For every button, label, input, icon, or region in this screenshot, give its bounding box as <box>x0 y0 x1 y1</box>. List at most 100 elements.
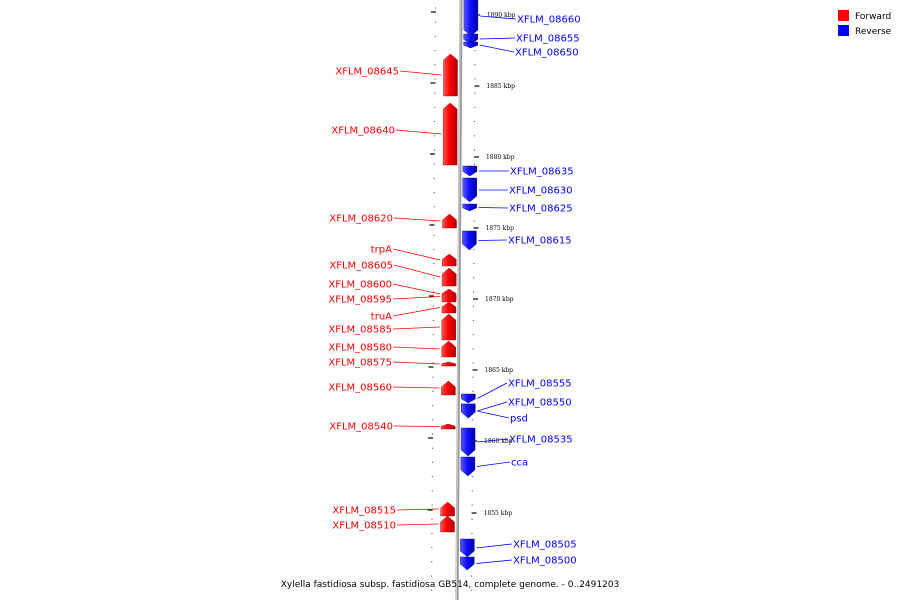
gene-arrow-xflm-08510[interactable] <box>440 515 455 533</box>
gene-label-trpa[interactable]: trpA <box>371 245 392 256</box>
gene-label-xflm-08635[interactable]: XFLM_08635 <box>510 167 574 178</box>
gene-label-xflm-08605[interactable]: XFLM_08605 <box>329 261 393 272</box>
gene-label-xflm-08625[interactable]: XFLM_08625 <box>509 204 573 215</box>
gene-label-xflm-08575[interactable]: XFLM_08575 <box>328 358 392 369</box>
gene-arrow-xflm-08580[interactable] <box>441 340 456 358</box>
leader-line <box>395 129 442 135</box>
gene-labels: XFLM_08660 XFLM_08655 XFLM_08650 XFLM_08645… <box>328 15 580 567</box>
legend: Forward Reverse <box>838 10 892 37</box>
gene-arrow-xflm-08650[interactable] <box>463 41 478 49</box>
scale-label: 1880 kbp <box>486 154 515 161</box>
gene-arrow-xflm-08630[interactable] <box>462 177 477 203</box>
gene-arrow-cca[interactable] <box>460 456 476 477</box>
gene-label-xflm-08515[interactable]: XFLM_08515 <box>332 506 396 517</box>
leader-line <box>392 386 440 389</box>
gene-arrow-xflm-08620[interactable] <box>442 213 457 229</box>
leader-line <box>476 543 513 549</box>
leader-line <box>476 461 511 467</box>
leader-line <box>392 326 440 330</box>
scale-label: 1885 kbp <box>486 83 515 90</box>
gene-arrow-xflm-08595[interactable] <box>441 290 457 303</box>
leader-line <box>392 296 441 300</box>
gene-label-xflm-08580[interactable]: XFLM_08580 <box>328 343 392 354</box>
gene-label-xflm-08505[interactable]: XFLM_08505 <box>513 540 577 551</box>
gene-arrow-xflm-08515[interactable] <box>440 501 455 517</box>
gene-arrow-xflm-08540[interactable] <box>440 423 456 430</box>
leader-line <box>393 217 441 222</box>
leader-line <box>477 382 508 399</box>
gene-arrow-xflm-08615[interactable] <box>462 230 477 251</box>
gene-arrow-xflm-08500[interactable] <box>460 556 475 571</box>
gene-arrow-xflm-08555[interactable] <box>461 393 476 404</box>
legend-reverse-swatch <box>838 25 849 36</box>
scale-label: 1890 kbp <box>487 12 516 19</box>
gene-label-psd[interactable]: psd <box>510 414 528 425</box>
scale-label: 1855 kbp <box>484 510 513 517</box>
scale-label: 1870 kbp <box>485 296 514 303</box>
leader-line <box>478 239 508 241</box>
leader-line <box>479 44 515 53</box>
leader-line <box>392 307 441 317</box>
scale-label: 1860 kbp <box>484 438 513 445</box>
leader-line <box>478 207 509 209</box>
gene-arrow-trpa[interactable] <box>442 253 457 267</box>
gene-label-xflm-08585[interactable]: XFLM_08585 <box>328 325 392 336</box>
gene-label-xflm-08660[interactable]: XFLM_08660 <box>517 15 581 26</box>
gene-features <box>440 0 479 571</box>
scale-label: 1865 kbp <box>485 367 514 374</box>
legend-forward-swatch <box>838 10 849 21</box>
gene-label-xflm-08615[interactable]: XFLM_08615 <box>508 236 572 247</box>
gene-label-xflm-08645[interactable]: XFLM_08645 <box>335 67 399 78</box>
gene-label-xflm-08640[interactable]: XFLM_08640 <box>331 126 395 137</box>
gene-arrow-xflm-08640[interactable] <box>442 102 458 166</box>
gene-arrow-xflm-08605[interactable] <box>441 267 457 287</box>
gene-arrow-xflm-08560[interactable] <box>441 380 456 396</box>
leader-line <box>396 508 439 511</box>
gene-label-xflm-08500[interactable]: XFLM_08500 <box>513 556 577 567</box>
gene-label-xflm-08555[interactable]: XFLM_08555 <box>508 379 572 390</box>
leader-line <box>392 283 441 295</box>
gene-label-trua[interactable]: truA <box>371 312 392 323</box>
leader-line <box>393 264 441 278</box>
gene-label-xflm-08655[interactable]: XFLM_08655 <box>516 34 580 45</box>
leader-line <box>399 70 442 76</box>
scale-marks: 1890 kbp 1885 kbp 1880 kbp 1875 kbp 1870 kbp… <box>427 11 516 517</box>
gene-arrow-xflm-08505[interactable] <box>460 538 475 558</box>
leader-line <box>393 425 440 427</box>
gene-label-xflm-08630[interactable]: XFLM_08630 <box>509 186 573 197</box>
gene-arrow-xflm-08625[interactable] <box>462 203 477 212</box>
genome-backbone <box>455 0 463 600</box>
gene-arrow-xflm-08575[interactable] <box>441 361 456 367</box>
leader-line <box>477 438 509 443</box>
gene-arrow-psd[interactable] <box>461 403 476 419</box>
gene-label-xflm-08550[interactable]: XFLM_08550 <box>508 398 572 409</box>
gene-label-xflm-08510[interactable]: XFLM_08510 <box>332 521 396 532</box>
gene-arrow-xflm-08660[interactable] <box>463 0 479 37</box>
gene-label-xflm-08560[interactable]: XFLM_08560 <box>328 383 392 394</box>
gene-arrow-xflm-08655[interactable] <box>463 33 478 45</box>
gene-label-xflm-08600[interactable]: XFLM_08600 <box>328 280 392 291</box>
leader-line <box>396 523 439 526</box>
gene-arrow-trua[interactable] <box>441 301 457 314</box>
leader-line <box>477 401 508 412</box>
gene-label-xflm-08540[interactable]: XFLM_08540 <box>329 422 393 433</box>
gene-arrow-xflm-08645[interactable] <box>443 53 458 97</box>
gene-label-cca[interactable]: cca <box>511 458 528 469</box>
leader-line <box>477 410 510 419</box>
gene-label-xflm-08535[interactable]: XFLM_08535 <box>509 435 573 446</box>
leader-line <box>479 37 516 40</box>
leader-line <box>479 15 517 20</box>
gene-label-xflm-08650[interactable]: XFLM_08650 <box>515 48 579 59</box>
genome-caption: Xylella fastidiosa subsp. fastidiosa GB5… <box>281 580 620 590</box>
legend-forward-label: Forward <box>855 12 891 22</box>
gene-label-xflm-08620[interactable]: XFLM_08620 <box>329 214 393 225</box>
gene-arrow-xflm-08535[interactable] <box>460 427 476 457</box>
leader-line <box>392 248 441 261</box>
legend-reverse-label: Reverse <box>855 27 892 37</box>
gene-arrow-xflm-08635[interactable] <box>462 165 478 177</box>
leader-line <box>392 346 440 350</box>
gene-arrow-xflm-08585[interactable] <box>441 313 457 341</box>
gene-label-xflm-08595[interactable]: XFLM_08595 <box>328 295 392 306</box>
scale-label: 1875 kbp <box>485 225 514 232</box>
